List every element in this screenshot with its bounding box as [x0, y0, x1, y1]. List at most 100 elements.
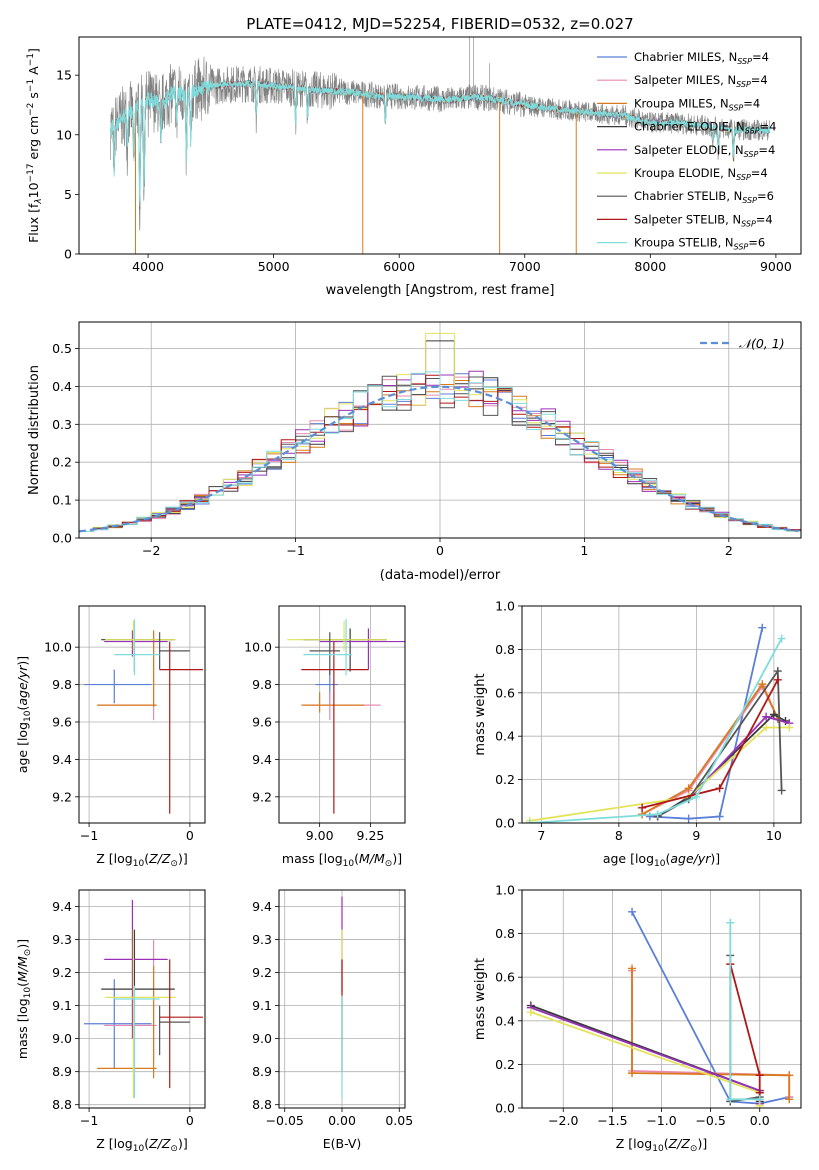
- x-axis-label: Z [log10(Z/Z⊙)]: [96, 851, 187, 869]
- label-part: age/yr: [15, 665, 30, 706]
- figure-title: PLATE=0412, MJD=52254, FIBERID=0532, z=0…: [246, 15, 633, 33]
- weight-series-line: [729, 922, 760, 1101]
- label-part: 10: [343, 859, 355, 869]
- label-part: age/yr: [670, 851, 711, 866]
- weight-point-marker: [525, 819, 534, 823]
- weight-point-marker: [785, 1071, 794, 1080]
- y-tick-label: 0.4: [495, 1013, 515, 1028]
- label-part: ⊙: [23, 949, 33, 957]
- plot-area: [84, 899, 203, 1099]
- axes-frame: [521, 605, 802, 824]
- legend-sub: SSP: [744, 150, 759, 159]
- legend-sub: SSP: [736, 80, 751, 89]
- y-tick-label: 9.2: [252, 965, 272, 980]
- x-tick-label: 1: [580, 543, 588, 558]
- label-part: 10: [652, 1144, 664, 1154]
- label-part: −17: [26, 163, 36, 182]
- weight-point-marker: [755, 1071, 764, 1080]
- y-tick-label: 9.2: [52, 789, 72, 804]
- weight-point-marker: [638, 803, 647, 812]
- weight-point-marker: [762, 723, 771, 732]
- x-tick-label: −0.5: [695, 1113, 725, 1128]
- label-part: 10: [23, 710, 33, 722]
- weight-point-marker: [726, 918, 735, 927]
- y-tick-label: 8.8: [252, 1097, 272, 1112]
- legend-eq: =4: [758, 143, 775, 157]
- legend-label: Salpeter STELIB, N: [634, 212, 741, 226]
- label-part: mass [log: [15, 998, 30, 1059]
- weight-point-marker: [684, 814, 693, 823]
- label-part: (: [144, 851, 149, 866]
- x-axis-label: Z [log10(Z/Z⊙)]: [96, 1136, 187, 1154]
- x-tick-label: 8000: [634, 259, 666, 274]
- y-tick-label: 9.8: [52, 677, 72, 692]
- x-axis-label: Z [log10(Z/Z⊙)]: [616, 1136, 707, 1154]
- legend-entry: Chabrier MILES, NSSP=4: [634, 50, 769, 66]
- normal-curve: [79, 385, 799, 533]
- legend-eq: =4: [743, 96, 760, 110]
- spectrum-model-line: [109, 79, 771, 203]
- label-part: )]: [710, 851, 720, 866]
- y-tick-label: 0: [64, 247, 72, 262]
- label-part: −1: [26, 53, 36, 66]
- y-tick-label: 9.1: [252, 998, 272, 1013]
- weight-point-marker: [777, 786, 786, 795]
- y-tick-label: 0.2: [52, 455, 72, 470]
- y-tick-label: 1.0: [495, 599, 515, 614]
- x-tick-label: −2.0: [548, 1113, 578, 1128]
- legend-entry: Kroupa ELODIE, NSSP=4: [634, 166, 768, 182]
- legend-entry: Salpeter STELIB, NSSP=4: [634, 212, 773, 228]
- y-tick-label: 9.1: [52, 998, 72, 1013]
- panel-spectrum: 4000 5000 6000 7000 8000 9000 0 5 10 15 Chabrier M…: [26, 36, 802, 298]
- x-axis-label: age [log10(age/yr)]: [603, 851, 720, 869]
- legend-eq: =4: [751, 73, 768, 87]
- weight-series-line: [631, 968, 791, 1100]
- label-part: s: [26, 92, 41, 103]
- y-tick-label: 9.4: [52, 899, 72, 914]
- x-tick-label: 4000: [132, 259, 164, 274]
- x-tick-label: 7: [537, 828, 545, 843]
- weight-series-line: [641, 684, 779, 816]
- legend-sub: SSP: [742, 196, 757, 205]
- label-part: ⊙: [170, 859, 178, 869]
- legend-sub: SSP: [741, 219, 756, 228]
- label-part: age [log: [603, 851, 654, 866]
- plot-area: [525, 623, 794, 823]
- panel-age-vs-mass: 9.00 9.25 9.2 9.4 9.6 9.8 10.0 mass [log10(M/M⊙…: [244, 605, 406, 869]
- weight-point-marker: [628, 964, 637, 973]
- axes-frame: [521, 889, 802, 1109]
- label-part: 10: [654, 859, 666, 869]
- y-tick-label: 9.4: [252, 752, 272, 767]
- label-part: )]: [15, 656, 30, 666]
- weight-point-marker: [653, 810, 662, 819]
- label-part: Z [log: [96, 1136, 132, 1151]
- legend-sub: SSP: [736, 173, 751, 182]
- y-tick-label: 9.2: [52, 965, 72, 980]
- weight-point-marker: [773, 667, 782, 676]
- x-tick-label: 5000: [258, 259, 290, 274]
- weight-point-marker: [777, 634, 786, 643]
- y-tick-label: 0.0: [495, 816, 515, 831]
- y-tick-label: 8.8: [52, 1097, 72, 1112]
- y-tick-label: 0.4: [52, 379, 72, 394]
- y-tick-label: 9.4: [52, 752, 72, 767]
- weight-point-marker: [684, 784, 693, 793]
- axes-frame: [278, 889, 406, 1109]
- y-tick-label: 0.5: [52, 341, 72, 356]
- spectrum-data: [110, 37, 770, 231]
- legend-sub: SSP: [745, 127, 760, 136]
- label-part: )]: [178, 1136, 188, 1151]
- label-part: M/M: [15, 956, 30, 982]
- legend-eq: =6: [757, 189, 774, 203]
- x-tick-label: 8: [615, 828, 623, 843]
- weight-point-marker: [769, 710, 778, 719]
- label-part: A: [26, 66, 41, 79]
- panel-weight-vs-Z: −2.0 −1.5 −1.0 −0.5 0.0 0.0 0.2 0.4 0.6 0.8 1.0 Z […: [473, 883, 802, 1154]
- panel-age-vs-Z: −1 09.29.49.69.810.0Z [log10(Z/Z⊙)]age [l…: [15, 605, 206, 869]
- y-tick-label: 9.3: [252, 932, 272, 947]
- label-part: 10: [26, 182, 41, 198]
- y-tick-label: 9.2: [252, 789, 272, 804]
- legend-label: Salpeter ELODIE, N: [634, 143, 744, 157]
- y-tick-label: 1.0: [495, 883, 515, 898]
- weight-series-line: [529, 726, 790, 822]
